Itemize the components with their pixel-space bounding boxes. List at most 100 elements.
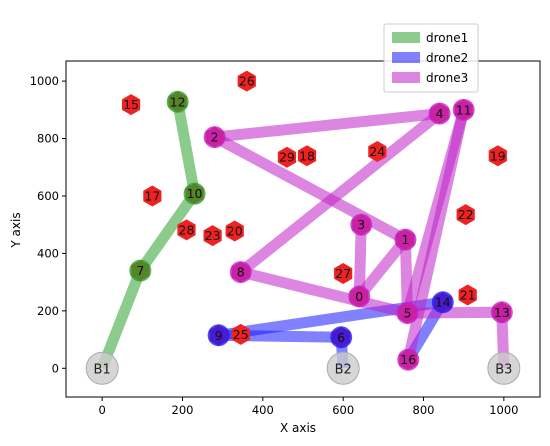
drone-paths — [97, 100, 510, 371]
target-2: 2 — [203, 126, 226, 149]
visit-marker — [490, 301, 513, 324]
base-marker — [85, 351, 119, 385]
target-0: 0 — [348, 285, 371, 308]
x-axis-label: X axis — [280, 421, 316, 435]
target-25: 25 — [231, 323, 250, 345]
bases-layer: B1 B2 B3 — [85, 351, 521, 385]
y-axis-label: Y axis — [9, 212, 23, 248]
target-label: 2 — [211, 130, 219, 145]
target-hexagon — [456, 204, 475, 226]
target-label: 26 — [239, 74, 255, 89]
target-label: 21 — [460, 288, 476, 303]
target-label: 6 — [337, 330, 345, 345]
y-tick-label: 1000 — [30, 74, 59, 88]
target-label: 3 — [357, 217, 365, 232]
target-14: 14 — [431, 291, 454, 314]
legend-swatch — [392, 72, 420, 83]
target-label: 27 — [335, 266, 351, 281]
target-label: 16 — [400, 352, 416, 367]
legend-label: drone3 — [426, 71, 468, 85]
target-hexagon — [225, 220, 244, 242]
target-label: 28 — [179, 222, 195, 237]
target-label: 9 — [215, 328, 223, 343]
target-label: 8 — [237, 265, 245, 280]
target-label: 4 — [436, 106, 444, 121]
visit-marker — [397, 348, 420, 371]
target-28: 28 — [177, 219, 196, 241]
target-label: 22 — [458, 207, 474, 222]
target-label: 7 — [136, 263, 144, 278]
target-hexagon — [297, 145, 317, 167]
target-12: 12 — [166, 90, 189, 113]
plot-frame — [65, 60, 541, 398]
drone3-path-segment — [237, 109, 444, 277]
base-b1: B1 — [85, 351, 119, 385]
visit-marker — [207, 324, 230, 347]
visit-marker — [229, 261, 252, 284]
drone1-path-segment — [135, 190, 200, 274]
legend-item-drone3: drone3 — [392, 71, 468, 85]
target-4: 4 — [428, 102, 451, 125]
target-label: 25 — [233, 327, 249, 342]
target-27: 27 — [334, 263, 353, 285]
target-11: 11 — [452, 98, 475, 121]
legend-item-drone1: drone1 — [392, 31, 468, 45]
legend-label: drone2 — [426, 51, 468, 65]
x-tick-label: 400 — [252, 403, 274, 417]
target-label: 12 — [170, 94, 186, 109]
target-label: 13 — [494, 305, 510, 320]
drone1-path-segment — [172, 100, 200, 195]
target-hexagon — [458, 284, 477, 306]
visit-marker — [203, 126, 226, 149]
legend-swatch — [392, 32, 420, 43]
visit-marker — [183, 182, 206, 205]
target-label: 23 — [205, 228, 221, 243]
target-3: 3 — [350, 213, 373, 236]
target-22: 22 — [456, 204, 475, 226]
target-label: 1 — [401, 232, 409, 247]
target-hexagon — [203, 225, 222, 247]
drone1-path-segment — [97, 268, 146, 371]
x-tick-label: 600 — [332, 403, 354, 417]
visit-marker — [394, 228, 417, 251]
base-b2: B2 — [326, 351, 360, 385]
y-tick-label: 800 — [37, 132, 59, 146]
drone3-path-segment — [214, 108, 441, 143]
y-tick-label: 400 — [37, 246, 59, 260]
visit-marker — [396, 302, 419, 325]
target-label: 15 — [123, 97, 139, 112]
target-label: 14 — [435, 295, 451, 310]
visit-marker — [428, 102, 451, 125]
target-label: 20 — [227, 224, 243, 239]
drone3-path-segment — [354, 236, 410, 300]
base-b3: B3 — [487, 351, 521, 385]
legend-swatch — [392, 52, 420, 63]
target-label: 11 — [456, 102, 472, 117]
y-tick-label: 0 — [52, 361, 59, 375]
target-9: 9 — [207, 324, 230, 347]
target-8: 8 — [229, 261, 252, 284]
target-hexagon — [231, 323, 250, 345]
visit-marker — [431, 291, 454, 314]
target-hexagon — [143, 185, 162, 207]
visit-marker — [166, 90, 189, 113]
target-label: 5 — [403, 306, 411, 321]
target-label: 10 — [187, 186, 203, 201]
target-label: 24 — [369, 144, 385, 159]
base-marker — [487, 351, 521, 385]
legend-item-drone2: drone2 — [392, 51, 468, 65]
target-label: 18 — [299, 148, 315, 163]
target-hexagon — [277, 146, 297, 168]
target-label: 17 — [144, 188, 160, 203]
x-ticks: 0 200 400 600 800 1000 — [98, 397, 518, 417]
target-1: 1 — [394, 228, 417, 251]
target-20: 20 — [225, 220, 244, 242]
target-7: 7 — [129, 259, 152, 282]
target-5: 5 — [396, 302, 419, 325]
target-hexagon — [488, 145, 507, 167]
target-hexagon — [368, 140, 387, 162]
target-hexagon — [177, 219, 196, 241]
target-29: 29 — [277, 146, 297, 168]
target-hexagon — [334, 263, 353, 285]
base-label: B1 — [94, 362, 111, 377]
